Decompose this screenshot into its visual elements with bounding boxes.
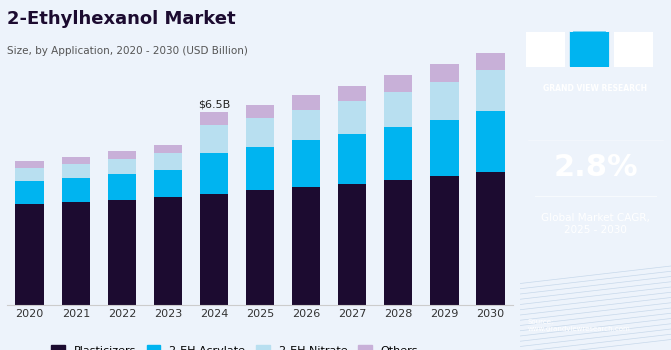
Bar — [292, 110, 320, 140]
Legend: Plasticizers, 2-EH Acrylate, 2-EH Nitrate, Others: Plasticizers, 2-EH Acrylate, 2-EH Nitrat… — [47, 340, 423, 350]
Bar — [200, 125, 228, 153]
Bar — [154, 153, 183, 170]
Bar — [15, 204, 44, 304]
Bar — [62, 158, 90, 164]
FancyBboxPatch shape — [570, 32, 609, 66]
Bar — [430, 64, 458, 82]
Bar — [154, 197, 183, 304]
Bar — [338, 86, 366, 101]
Bar — [246, 190, 274, 304]
FancyBboxPatch shape — [526, 32, 565, 66]
Bar — [154, 170, 183, 197]
Text: GRAND VIEW RESEARCH: GRAND VIEW RESEARCH — [544, 84, 648, 93]
Bar — [430, 82, 458, 120]
Bar — [200, 194, 228, 304]
Bar — [476, 70, 505, 111]
Bar — [200, 153, 228, 194]
Bar — [292, 95, 320, 110]
Bar — [430, 120, 458, 176]
Bar — [384, 127, 413, 180]
Bar — [154, 145, 183, 153]
Polygon shape — [573, 32, 606, 63]
Bar — [476, 111, 505, 172]
Bar — [246, 147, 274, 190]
Text: $6.5B: $6.5B — [198, 99, 230, 109]
Bar — [476, 172, 505, 304]
Bar — [430, 176, 458, 304]
Bar — [384, 76, 413, 92]
Polygon shape — [570, 32, 609, 66]
Text: Source:
www.grandviewresearch.com: Source: www.grandviewresearch.com — [527, 319, 630, 332]
Bar — [338, 184, 366, 304]
Bar — [292, 140, 320, 187]
Bar — [107, 200, 136, 304]
Bar — [292, 187, 320, 304]
Bar — [246, 105, 274, 118]
Bar — [15, 181, 44, 204]
Bar — [338, 134, 366, 184]
Bar — [62, 202, 90, 304]
Bar — [107, 174, 136, 200]
Text: 2.8%: 2.8% — [553, 154, 638, 182]
Bar — [107, 159, 136, 174]
Bar — [338, 101, 366, 134]
Bar — [15, 161, 44, 168]
Bar — [384, 92, 413, 127]
Bar — [476, 51, 505, 70]
Bar — [200, 112, 228, 125]
Bar — [15, 168, 44, 181]
Bar — [384, 180, 413, 304]
Bar — [62, 164, 90, 178]
FancyBboxPatch shape — [613, 32, 653, 66]
Bar — [107, 151, 136, 159]
Bar — [246, 118, 274, 147]
Text: Size, by Application, 2020 - 2030 (USD Billion): Size, by Application, 2020 - 2030 (USD B… — [7, 46, 248, 56]
Text: 2-Ethylhexanol Market: 2-Ethylhexanol Market — [7, 10, 236, 28]
Text: Global Market CAGR,
2025 - 2030: Global Market CAGR, 2025 - 2030 — [541, 213, 650, 235]
Bar — [62, 178, 90, 202]
